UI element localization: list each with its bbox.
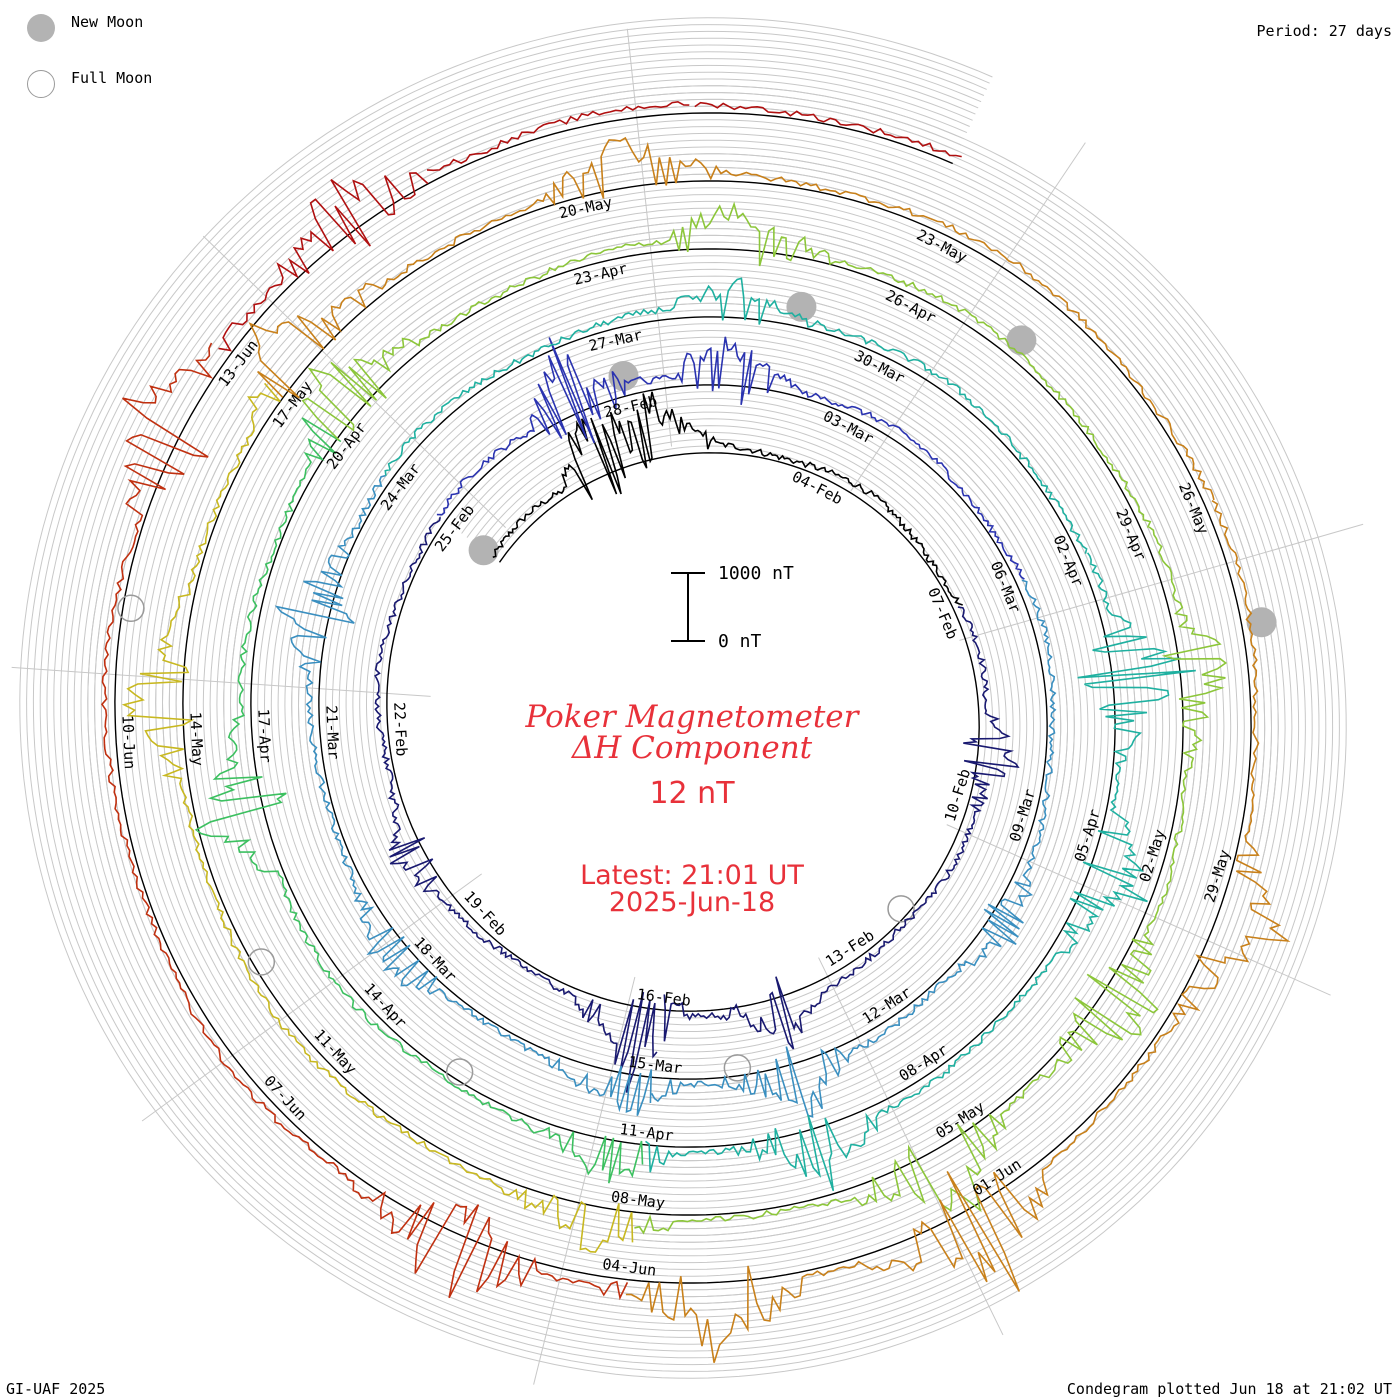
date-label: 23-Apr bbox=[572, 259, 629, 288]
grid-spoke bbox=[11, 666, 431, 697]
series-line bbox=[374, 517, 658, 1093]
date-label: 23-May bbox=[914, 226, 970, 267]
series-line bbox=[301, 201, 1152, 529]
center-title: Poker Magnetometer ΔH Component 12 nT La… bbox=[525, 699, 861, 918]
full-moon-marker bbox=[723, 1054, 752, 1082]
date-label: 09-Mar bbox=[1006, 787, 1039, 844]
series-line bbox=[694, 101, 962, 158]
full-moon-icon bbox=[27, 70, 55, 98]
new-moon-marker bbox=[468, 535, 499, 566]
date-label: 29-May bbox=[1201, 847, 1234, 904]
grid-spiral bbox=[32, 30, 1334, 1366]
title-line2: ΔH Component bbox=[571, 730, 813, 766]
grid-spiral bbox=[66, 64, 1300, 1332]
period-label: Period: 27 days bbox=[1256, 22, 1392, 40]
series-line bbox=[384, 277, 1088, 554]
series-line bbox=[436, 336, 1025, 580]
date-label: 30-Mar bbox=[851, 347, 907, 388]
date-label: 10-Feb bbox=[941, 767, 974, 824]
date-label: 16-Feb bbox=[636, 985, 692, 1010]
grid-spiral bbox=[60, 58, 1306, 1338]
title-line1: Poker Magnetometer bbox=[525, 699, 861, 735]
date-label: 21-Mar bbox=[322, 705, 343, 760]
plotted-label: Condegram plotted Jun 18 at 21:02 UT bbox=[1066, 1380, 1392, 1398]
credit-label: GI-UAF 2025 bbox=[6, 1380, 106, 1398]
date-label: 05-Apr bbox=[1071, 807, 1104, 864]
date-label: 26-Apr bbox=[883, 286, 939, 327]
grid-spoke bbox=[626, 28, 673, 447]
series-line bbox=[650, 579, 1057, 1118]
series-line bbox=[194, 417, 644, 1184]
full-moon-marker bbox=[247, 948, 276, 976]
spiral-baseline bbox=[114, 112, 1252, 1284]
data-traces bbox=[100, 100, 1291, 1363]
date-label: 15-Mar bbox=[627, 1053, 683, 1078]
new-moon-label: New Moon bbox=[71, 13, 144, 31]
date-label: 02-May bbox=[1136, 827, 1169, 884]
date-label: 22-Feb bbox=[390, 702, 411, 757]
scale-bar: 1000 nT 0 nT bbox=[671, 563, 794, 652]
series-line bbox=[426, 100, 690, 172]
series-line bbox=[645, 552, 1196, 1192]
grid-spoke bbox=[141, 873, 482, 1122]
date-label: 04-Jun bbox=[601, 1255, 657, 1280]
date-label: 11-Apr bbox=[619, 1120, 675, 1145]
latest-time: Latest: 21:01 UT bbox=[580, 860, 804, 891]
new-moon-icon bbox=[27, 14, 55, 42]
date-label: 20-May bbox=[557, 193, 614, 222]
latest-date: 2025-Jun-18 bbox=[609, 887, 775, 918]
grid-spoke bbox=[818, 957, 1004, 1336]
date-label: 10-Jun bbox=[118, 715, 139, 770]
series-line bbox=[274, 474, 653, 1116]
scale-bottom-label: 0 nT bbox=[718, 631, 762, 652]
date-label: 04-Feb bbox=[789, 467, 845, 508]
grid-spoke bbox=[946, 824, 1331, 996]
series-line bbox=[100, 342, 629, 1301]
full-moon-label: Full Moon bbox=[71, 69, 153, 87]
series-line bbox=[248, 136, 1215, 501]
date-label: 17-Apr bbox=[254, 708, 275, 763]
full-moon-marker bbox=[117, 594, 145, 623]
series-line bbox=[121, 382, 634, 1253]
grid-spiral bbox=[26, 24, 1340, 1372]
spiral-grid bbox=[11, 17, 1364, 1385]
series-line bbox=[492, 391, 963, 606]
series-line bbox=[663, 606, 1020, 1050]
date-label: 14-May bbox=[186, 711, 207, 766]
scale-top-label: 1000 nT bbox=[718, 563, 794, 584]
grid-spoke bbox=[533, 976, 636, 1385]
new-moon-marker bbox=[608, 360, 639, 391]
series-line bbox=[634, 526, 1228, 1235]
series-line bbox=[625, 500, 1291, 1363]
full-moon-marker bbox=[887, 895, 915, 923]
grid-spiral bbox=[73, 71, 1293, 1325]
grid-spiral bbox=[53, 51, 1313, 1345]
new-moon-marker bbox=[1246, 607, 1277, 638]
full-moon-marker bbox=[445, 1058, 474, 1086]
grid-spoke bbox=[850, 142, 1086, 492]
grid-spiral bbox=[19, 17, 1347, 1379]
baseline-spiral bbox=[114, 112, 1252, 1284]
new-moon-marker bbox=[1006, 325, 1037, 356]
series-line bbox=[218, 172, 429, 352]
current-value: 12 nT bbox=[649, 776, 735, 811]
date-label: 27-Mar bbox=[587, 326, 644, 355]
